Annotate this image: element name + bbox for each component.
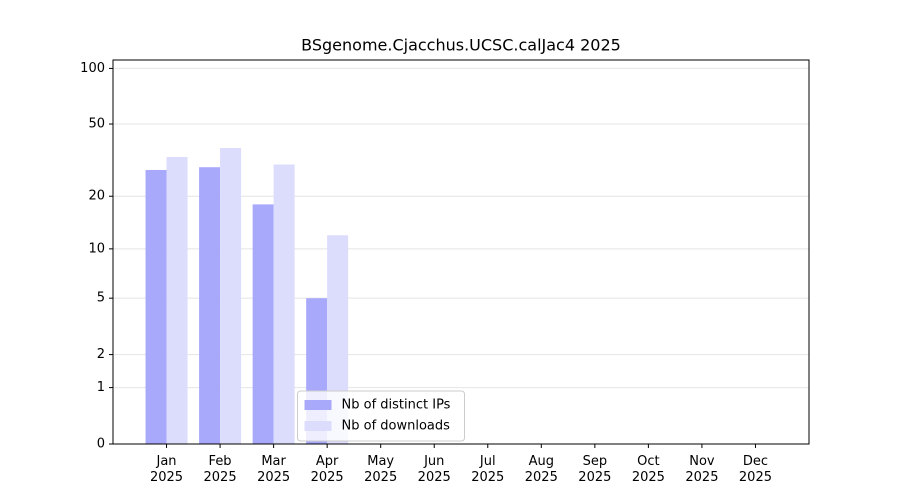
y-tick-label: 100 (80, 61, 105, 76)
legend: Nb of distinct IPs Nb of downloads (297, 390, 465, 442)
x-tick-label: Apr 2025 (311, 454, 344, 485)
y-tick-label: 1 (97, 380, 105, 395)
legend-label: Nb of distinct IPs (342, 398, 451, 413)
bar (199, 167, 221, 444)
x-tick-label: Feb 2025 (204, 454, 237, 485)
x-tick-label: May 2025 (364, 454, 397, 485)
bar (273, 164, 295, 444)
y-tick-label: 0 (97, 437, 105, 452)
x-tick-label: Nov 2025 (685, 454, 718, 485)
y-tick-label: 2 (97, 347, 105, 362)
y-tick-label: 20 (88, 189, 105, 204)
y-tick-label: 10 (88, 241, 105, 256)
legend-label: Nb of downloads (342, 419, 451, 434)
bar (145, 169, 167, 444)
bar (166, 157, 188, 445)
x-tick-label: Dec 2025 (739, 454, 772, 485)
y-tick-label: 50 (88, 117, 105, 132)
chart-title: BSgenome.Cjacchus.UCSC.calJac4 2025 (301, 36, 621, 55)
bar (220, 147, 242, 444)
legend-swatch (304, 400, 332, 410)
x-tick-label: Oct 2025 (632, 454, 665, 485)
y-tick-label: 5 (97, 291, 105, 306)
x-tick-label: Jul 2025 (471, 454, 504, 485)
legend-swatch (304, 421, 332, 431)
x-tick-label: Jun 2025 (418, 454, 451, 485)
bar (252, 204, 274, 444)
x-tick-label: Jan 2025 (150, 454, 183, 485)
x-tick-label: Mar 2025 (257, 454, 290, 485)
x-tick-label: Aug 2025 (525, 454, 558, 485)
legend-box (297, 390, 465, 442)
plot-frame (112, 59, 810, 445)
x-tick-label: Sep 2025 (578, 454, 611, 485)
